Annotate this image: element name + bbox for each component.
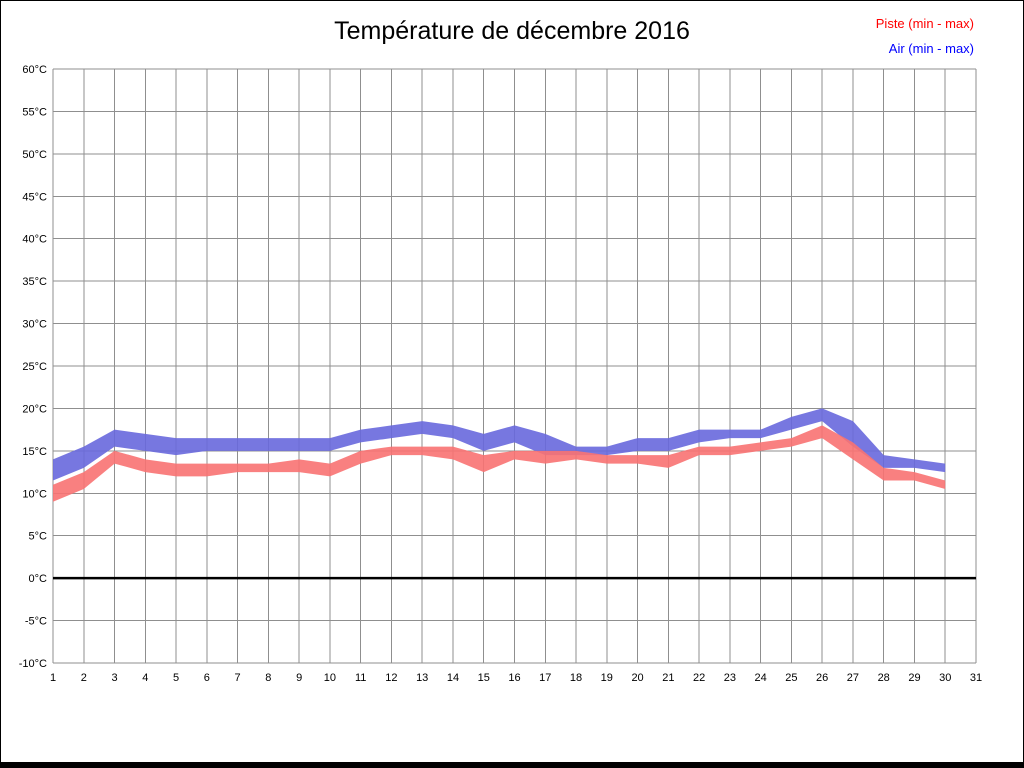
svg-text:4: 4 [142,672,148,684]
legend: Piste (min - max) Air (min - max) [876,11,974,61]
svg-text:7: 7 [235,672,241,684]
svg-text:17: 17 [539,672,551,684]
svg-text:10°C: 10°C [22,488,47,500]
svg-text:31: 31 [970,672,982,684]
svg-text:12: 12 [385,672,397,684]
svg-text:6: 6 [204,672,210,684]
svg-text:19: 19 [601,672,613,684]
svg-text:3: 3 [111,672,117,684]
svg-text:14: 14 [447,672,459,684]
svg-text:20°C: 20°C [22,403,47,415]
svg-text:60°C: 60°C [22,64,47,76]
svg-text:25: 25 [785,672,797,684]
svg-text:55°C: 55°C [22,106,47,118]
chart-title: Température de décembre 2016 [334,17,690,45]
svg-text:45°C: 45°C [22,191,47,203]
svg-text:50°C: 50°C [22,149,47,161]
svg-text:16: 16 [508,672,520,684]
svg-text:24: 24 [755,672,767,684]
air-band [53,408,946,481]
svg-text:2: 2 [81,672,87,684]
svg-text:30°C: 30°C [22,319,47,331]
svg-text:20: 20 [631,672,643,684]
svg-text:28: 28 [878,672,890,684]
svg-text:-5°C: -5°C [25,616,47,628]
svg-text:13: 13 [416,672,428,684]
svg-text:22: 22 [693,672,705,684]
svg-text:0°C: 0°C [29,573,48,585]
legend-air: Air (min - max) [888,41,974,56]
grid [52,68,977,664]
svg-text:30: 30 [939,672,951,684]
svg-text:15°C: 15°C [22,446,47,458]
svg-text:1: 1 [50,672,56,684]
svg-text:27: 27 [847,672,859,684]
svg-text:9: 9 [296,672,302,684]
legend-piste: Piste (min - max) [875,16,974,31]
svg-text:5°C: 5°C [29,531,48,543]
svg-text:10: 10 [324,672,336,684]
svg-text:11: 11 [355,672,366,684]
svg-text:25°C: 25°C [22,361,47,373]
svg-text:26: 26 [816,672,828,684]
x-axis-labels: 1 2 3 4 5 6 7 8 9 10 11 12 13 14 15 16 17 18 19 20 21 22 23 24 2… [50,672,982,684]
svg-text:18: 18 [570,672,582,684]
svg-text:15: 15 [478,672,490,684]
svg-text:5: 5 [173,672,179,684]
y-axis-labels: -10°C -5°C 0°C 5°C 10°C 15°C 20°C 25°C 30°C 35°C 4… [19,64,47,670]
piste-band [53,425,946,502]
svg-text:8: 8 [265,672,271,684]
svg-text:40°C: 40°C [22,234,47,246]
svg-text:23: 23 [724,672,736,684]
svg-text:-10°C: -10°C [19,658,47,670]
svg-text:21: 21 [662,672,674,684]
svg-text:35°C: 35°C [22,276,47,288]
svg-text:29: 29 [908,672,920,684]
bottom-border-bar [1,762,1023,767]
